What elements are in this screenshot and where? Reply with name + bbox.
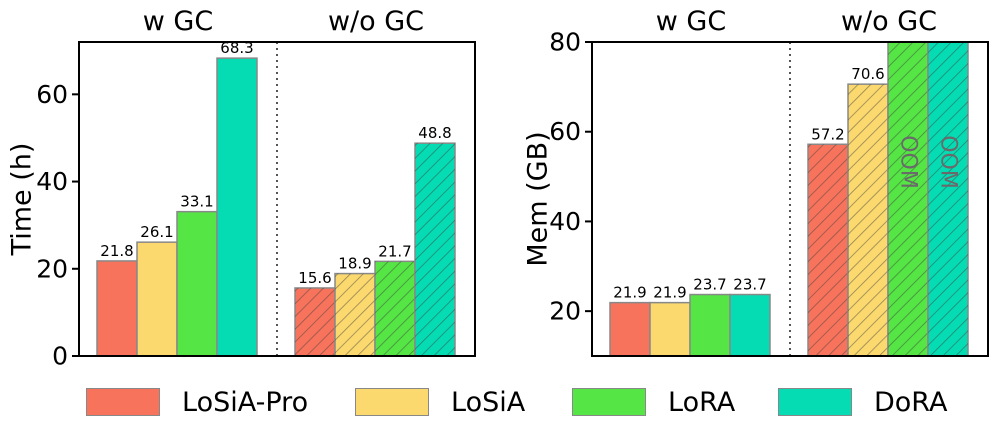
legend-swatch-losia: [355, 388, 429, 416]
legend-label-losia: LoSiA: [451, 386, 526, 418]
legend-item-dora: DoRA: [778, 386, 947, 418]
data-label: 68.3: [220, 39, 253, 57]
plot-frame: [78, 41, 476, 357]
y-tick-label: 40: [36, 167, 68, 196]
bar-losia-pro: [609, 301, 651, 357]
legend-item-lora: LoRA: [572, 386, 735, 418]
bar-losia: [649, 301, 691, 357]
bar-hatch-dora: [415, 143, 455, 356]
bar-hatch-lora: [375, 261, 415, 356]
legend-swatch-lora: [572, 388, 646, 416]
data-label: 23.7: [733, 276, 766, 294]
y-tick-label: 40: [549, 207, 581, 236]
bar-losia-pro: [96, 260, 138, 357]
bar-hatch-losia-pro: [295, 287, 335, 356]
y-tick-label: 60: [549, 117, 581, 146]
data-label: 18.9: [338, 255, 371, 273]
bar-hatch-losia: [335, 273, 375, 356]
y-axis-label: Mem (GB): [523, 131, 554, 266]
panel-1: w GC 21.8 26.1 33.1 68.3 w/o GC 15.6 18.9 21.7 48…: [7, 6, 476, 371]
legend: LoSiA-Pro LoSiA LoRA DoRA: [0, 372, 996, 432]
oom-label: OOM: [936, 135, 961, 189]
data-label: 15.6: [298, 269, 331, 287]
data-label: 23.7: [693, 276, 726, 294]
y-tick-label: 0: [52, 342, 68, 371]
data-label: 48.8: [418, 124, 451, 142]
plot-frame: [591, 41, 989, 357]
data-label: 26.1: [140, 223, 173, 241]
group-label: w/o GC: [328, 6, 424, 37]
bar-dora: [729, 293, 771, 357]
y-tick-label: 20: [36, 254, 68, 283]
group-label: w GC: [143, 6, 213, 37]
y-tick-label: 20: [549, 297, 581, 326]
bar-lora: [689, 293, 731, 357]
legend-item-losia-pro: LoSiA-Pro: [86, 386, 308, 418]
data-label: 21.9: [613, 284, 646, 302]
group-label: w GC: [656, 6, 726, 37]
legend-swatch-dora: [778, 388, 852, 416]
y-tick-label: 80: [549, 28, 581, 57]
bar-hatch-dora: [928, 42, 968, 356]
legend-item-losia: LoSiA: [355, 386, 525, 418]
data-label: 57.2: [811, 125, 844, 143]
data-label: 21.8: [100, 242, 133, 260]
bar-hatch-losia: [848, 84, 888, 356]
data-label: 21.7: [378, 242, 411, 260]
chart-canvas: w GC 21.8 26.1 33.1 68.3 w/o GC 15.6 18.9 21.7 48…: [7, 6, 989, 371]
y-axis-label: Time (h): [7, 143, 38, 257]
group-label: w/o GC: [841, 6, 937, 37]
legend-label-lora: LoRA: [668, 386, 736, 418]
bar-lora: [176, 210, 218, 357]
legend-label-losia-pro: LoSiA-Pro: [182, 386, 309, 418]
bar-dora: [216, 57, 258, 357]
oom-label: OOM: [896, 135, 921, 189]
legend-label-dora: DoRA: [874, 386, 948, 418]
data-label: 21.9: [653, 284, 686, 302]
legend-swatch-losia-pro: [86, 388, 160, 416]
y-tick-label: 60: [36, 80, 68, 109]
bar-hatch-lora: [888, 42, 928, 356]
data-label: 33.1: [180, 193, 213, 211]
panel-2: w GC 21.9 21.9 23.7 23.7 w/o GC 57.2 70.6 OOM OOM…: [523, 6, 989, 357]
bar-losia: [136, 241, 178, 357]
bar-hatch-losia-pro: [808, 144, 848, 356]
data-label: 70.6: [851, 65, 884, 83]
